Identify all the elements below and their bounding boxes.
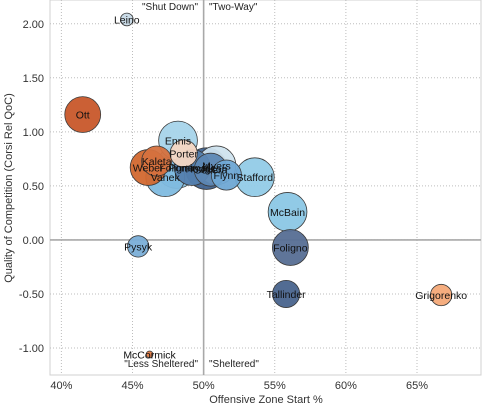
data-point — [169, 139, 198, 168]
y-axis-ticks: -1.00 -0.50 0.00 0.50 1.00 1.50 2.00 — [19, 19, 44, 355]
data-point — [145, 350, 154, 359]
y-tick-label: -1.00 — [19, 343, 44, 355]
point-label: Stafford — [237, 172, 274, 184]
data-point — [272, 229, 309, 266]
point-label: Tallinder — [267, 289, 307, 301]
point-label: Kaleta — [142, 156, 172, 168]
data-point — [272, 279, 301, 308]
y-tick-label: 2.00 — [23, 19, 44, 31]
point-label: Sekera — [194, 165, 227, 177]
x-tick-label: 50% — [193, 380, 215, 392]
point-label: Vanek — [151, 172, 181, 184]
point-label: Foligno — [159, 163, 194, 175]
point-label: Flynn — [214, 170, 240, 182]
quadrant-label-bottom-left: "Less Sheltered" — [124, 359, 198, 370]
point-labels: LeinoOttEnnisPorterKaletaWeberFolignoVan… — [76, 14, 468, 361]
x-tick-label: 60% — [335, 380, 357, 392]
y-tick-label: 0.50 — [23, 181, 44, 193]
quadrant-label-bottom-right: "Sheltered" — [209, 359, 259, 370]
point-label: Pominville — [168, 163, 216, 175]
data-point — [127, 235, 150, 258]
point-label: Ott — [76, 110, 90, 122]
point-label: Leino — [114, 14, 140, 26]
x-tick-label: 45% — [121, 380, 143, 392]
point-label: McCormick — [123, 349, 176, 361]
data-points — [64, 12, 453, 359]
point-label: Myers — [202, 160, 231, 172]
x-axis-title: Offensive Zone Start % — [209, 394, 323, 406]
data-point — [210, 159, 242, 191]
point-label: Hodgson — [185, 164, 227, 176]
y-tick-label: 1.50 — [23, 73, 44, 85]
y-tick-label: -0.50 — [19, 289, 44, 301]
y-axis-title: Quality of Competition (Corsi Rel QoC) — [3, 93, 15, 283]
point-label: Pysyk — [124, 241, 153, 253]
x-tick-label: 40% — [50, 380, 72, 392]
data-point — [120, 12, 134, 27]
quadrant-label-top-left: "Shut Down" — [142, 2, 198, 13]
point-label: Ennis — [165, 135, 191, 147]
data-point — [64, 96, 102, 133]
x-tick-label: 65% — [406, 380, 428, 392]
y-tick-label: 0.00 — [23, 235, 44, 247]
data-point — [141, 145, 173, 177]
x-tick-label: 55% — [264, 380, 286, 392]
point-label: Weber — [133, 163, 164, 175]
y-tick-label: 1.00 — [23, 127, 44, 139]
data-point — [430, 283, 453, 307]
point-label: Porter — [169, 148, 198, 160]
point-label: McBain — [270, 207, 305, 219]
point-label: Foligno — [273, 242, 308, 254]
quadrant-label-top-right: "Two-Way" — [209, 2, 258, 13]
x-axis-ticks: 40% 45% 50% 55% 60% 65% — [50, 380, 428, 392]
point-label: Grigorenko — [415, 290, 467, 302]
